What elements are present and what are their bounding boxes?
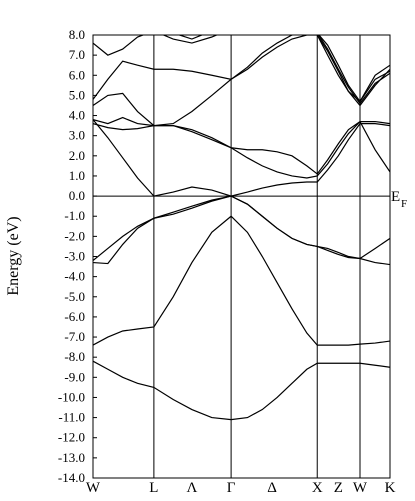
- x-tick-label: K: [385, 480, 396, 496]
- y-tick-label: -7.0: [64, 329, 85, 344]
- band: [93, 120, 390, 179]
- x-tick-label: W: [86, 480, 101, 496]
- band: [93, 119, 390, 197]
- y-tick-label: 3.0: [69, 128, 85, 143]
- band: [93, 215, 390, 346]
- y-tick-label: 5.0: [69, 87, 85, 102]
- y-tick-label: -5.0: [64, 289, 85, 304]
- band: [177, 35, 390, 103]
- x-tick-label: X: [312, 480, 323, 496]
- y-tick-label: 8.0: [69, 27, 85, 42]
- y-tick-label: -13.0: [58, 450, 85, 465]
- x-tick-label: Λ: [186, 480, 197, 496]
- y-tick-label: -8.0: [64, 349, 85, 364]
- y-tick-label: -2.0: [64, 228, 85, 243]
- fermi-subscript: F: [401, 198, 407, 210]
- y-tick-label: -3.0: [64, 249, 85, 264]
- band: [93, 195, 390, 266]
- y-tick-label: -6.0: [64, 309, 85, 324]
- x-tick-label: Z: [334, 480, 343, 496]
- band: [93, 360, 390, 421]
- band: [93, 35, 390, 127]
- x-tick-label: Δ: [267, 480, 277, 496]
- y-tick-label: -14.0: [58, 470, 85, 485]
- y-tick-label: 2.0: [69, 148, 85, 163]
- y-tick-label: 1.0: [69, 168, 85, 183]
- y-tick-label: -1.0: [64, 208, 85, 223]
- y-tick-label: -10.0: [58, 389, 85, 404]
- x-tick-label: L: [149, 480, 158, 496]
- y-tick-label: 7.0: [69, 47, 85, 62]
- plot-area: [93, 35, 390, 421]
- y-tick-label: -9.0: [64, 369, 85, 384]
- x-tick-label: W: [353, 480, 368, 496]
- band: [93, 116, 390, 175]
- x-tick-label: Γ: [227, 480, 236, 496]
- y-tick-label: -12.0: [58, 430, 85, 445]
- band: [93, 35, 390, 107]
- band: [93, 35, 390, 105]
- fermi-label: E: [391, 189, 400, 205]
- y-tick-label: 6.0: [69, 67, 85, 82]
- y-axis-label: Energy (eV): [5, 216, 22, 295]
- y-tick-label: 0.0: [69, 188, 85, 203]
- y-tick-label: -4.0: [64, 269, 85, 284]
- y-tick-label: -11.0: [58, 410, 85, 425]
- y-tick-label: 4.0: [69, 108, 85, 123]
